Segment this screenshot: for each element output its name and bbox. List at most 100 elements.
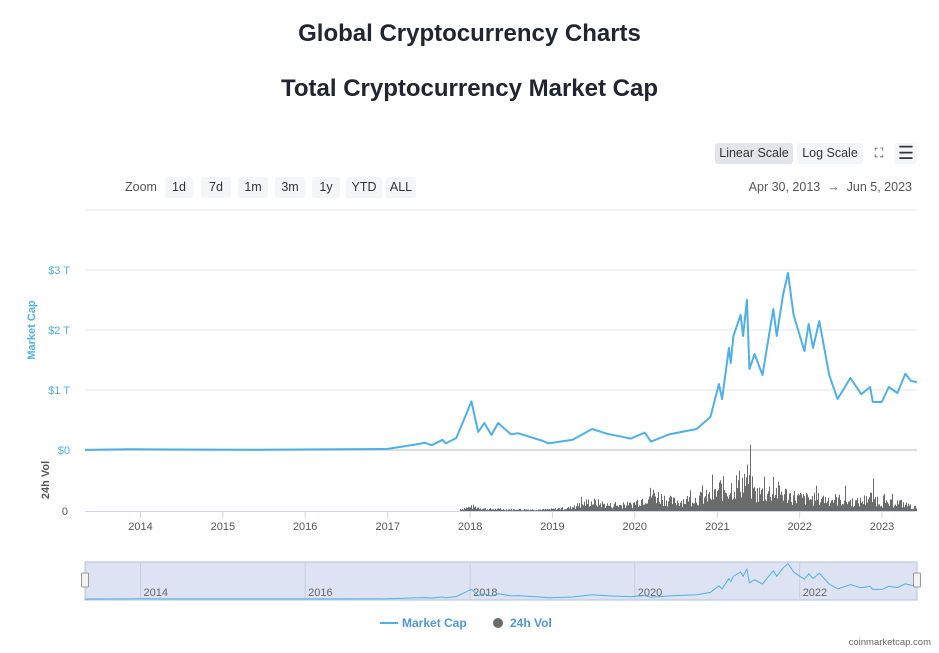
hamburger-menu-icon[interactable]: ☰ [895,143,917,164]
volume-bar [903,502,904,511]
volume-bar [594,498,595,511]
linear-scale-button[interactable]: Linear Scale [715,143,793,164]
volume-bar [557,508,558,511]
volume-bar [785,488,786,511]
volume-bar [605,507,606,511]
volume-bar [675,503,676,511]
volume-bar [759,487,760,511]
navigator-right-handle[interactable] [913,572,921,588]
legend-volume[interactable]: 24h Vol [510,616,552,630]
volume-bar [599,505,600,511]
volume-bar [467,507,468,511]
volume-bar [482,509,483,511]
volume-bar [606,505,607,511]
volume-bar [807,494,808,511]
volume-bar [872,502,873,511]
zoom-7d-button[interactable]: 7d [201,177,231,198]
legend-market-cap[interactable]: Market Cap [402,616,467,630]
volume-bar [592,504,593,511]
expand-icon[interactable]: ⛶ [868,143,890,164]
range-from[interactable]: Apr 30, 2013 [748,180,821,194]
volume-bar [470,507,471,511]
volume-bar [676,505,677,511]
volume-bar [465,508,466,511]
volume-bar [739,470,740,511]
volume-bar [856,500,857,511]
volume-bar [508,509,509,511]
x-tick-label: 2020 [623,521,647,533]
volume-bar [748,484,749,511]
volume-bar [835,494,836,511]
volume-bar [533,509,534,511]
volume-bar [609,505,610,511]
volume-bar [489,508,490,511]
volume-bar [801,494,802,511]
volume-bar [549,509,550,511]
y-tick-label: $2 T [48,325,70,337]
volume-bar [755,491,756,511]
volume-bar [831,500,832,511]
volume-bar [569,508,570,511]
credit[interactable]: coinmarketcap.com [848,637,931,648]
volume-bar [909,505,910,511]
zoom-1m-button[interactable]: 1m [238,177,268,198]
volume-bar [588,499,589,511]
volume-bar [902,507,903,511]
volume-bar [613,506,614,511]
zoom-1d-button[interactable]: 1d [165,177,193,198]
volume-tick-label: 0 [62,506,68,518]
volume-bar [696,502,697,511]
volume-bar [711,499,712,511]
log-scale-button[interactable]: Log Scale [797,143,863,164]
volume-bar [709,491,710,511]
volume-bar [907,506,908,511]
volume-bar [500,508,501,511]
volume-bar [750,444,751,511]
volume-bar [698,505,699,511]
zoom-all-button[interactable]: ALL [386,177,416,198]
volume-bar [618,507,619,511]
volume-bar [740,491,741,511]
volume-bar [531,509,532,511]
volume-bar [513,509,514,511]
volume-bar [901,499,902,511]
volume-bar [841,505,842,511]
volume-bar [757,488,758,511]
volume-bar [648,499,649,511]
volume-bar [689,496,690,511]
y-tick-label: $0 [58,445,70,457]
volume-bar [915,505,916,511]
volume-bar [706,489,707,511]
x-tick-label: 2014 [128,521,152,533]
volume-bar [552,508,553,511]
navigator-tick-label: 2014 [143,587,167,599]
volume-bar [597,506,598,511]
volume-bar [791,501,792,511]
volume-bar [681,500,682,511]
volume-bar [710,498,711,511]
volume-bar [896,506,897,511]
zoom-1y-button[interactable]: 1y [312,177,340,198]
volume-bar [723,476,724,511]
volume-bar [847,504,848,511]
navigator-left-handle[interactable] [81,572,89,588]
volume-bar [646,503,647,511]
volume-bar [786,489,787,511]
volume-bar [725,492,726,511]
volume-bar [502,509,503,511]
zoom-3m-button[interactable]: 3m [275,177,305,198]
volume-bar [487,509,488,511]
navigator-selection[interactable] [84,561,918,601]
volume-bar [793,495,794,511]
date-range[interactable]: Apr 30, 2013 → Jun 5, 2023 [749,180,912,194]
volume-bar [596,505,597,511]
volume-bar [763,501,764,511]
volume-bar [474,507,475,511]
range-to[interactable]: Jun 5, 2023 [846,180,912,194]
volume-bar [852,498,853,511]
volume-bar [876,506,877,511]
zoom-ytd-button[interactable]: YTD [346,177,382,198]
volume-bar [736,475,737,511]
volume-bar [589,506,590,511]
volume-bar [774,498,775,511]
